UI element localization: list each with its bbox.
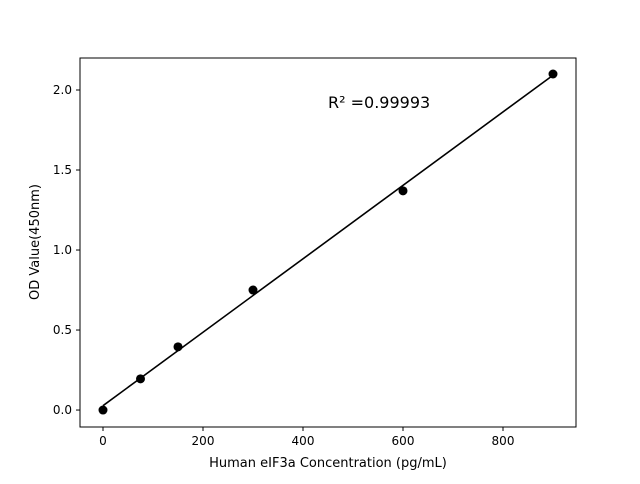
data-point — [136, 374, 145, 384]
x-tick-label: 0 — [99, 434, 107, 448]
y-tick-label: 1.0 — [53, 243, 72, 257]
data-point — [398, 186, 408, 196]
r-squared-annotation: R² =0.99993 — [328, 93, 430, 112]
data-point — [248, 285, 258, 295]
y-tick-label: 0.5 — [53, 323, 72, 337]
y-tick-label: 0.0 — [53, 403, 72, 417]
x-tick-label: 600 — [392, 434, 415, 448]
data-point — [98, 405, 108, 415]
y-axis-label: OD Value(450nm) — [28, 184, 43, 300]
data-point — [548, 69, 558, 79]
data-point — [173, 342, 183, 352]
x-axis-label: Human eIF3a Concentration (pg/mL) — [209, 456, 447, 471]
x-tick-label: 800 — [492, 434, 515, 448]
y-tick-label: 2.0 — [53, 83, 72, 97]
x-tick-label: 400 — [292, 434, 315, 448]
x-tick-label: 200 — [192, 434, 215, 448]
y-tick-label: 1.5 — [53, 163, 72, 177]
